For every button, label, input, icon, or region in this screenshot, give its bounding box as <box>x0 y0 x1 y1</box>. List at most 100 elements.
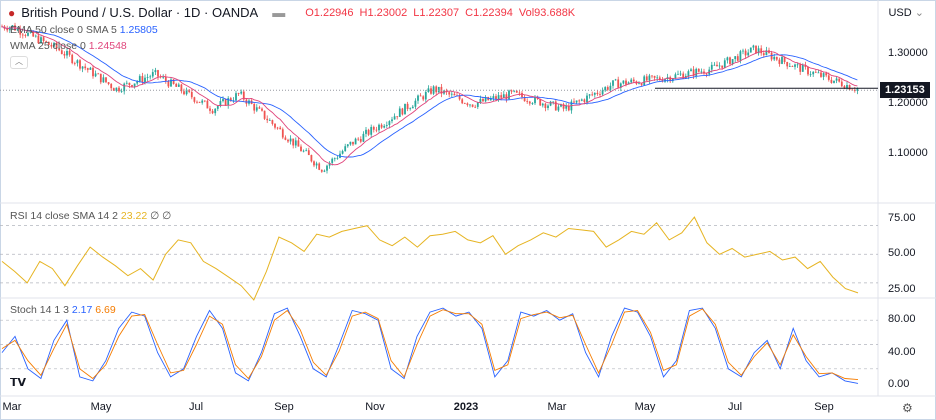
candle-body <box>380 124 383 128</box>
time-axis-label: Jul <box>188 401 204 413</box>
candle-body <box>123 83 126 92</box>
candle-body <box>773 56 776 60</box>
stoch-legend[interactable]: Stoch 14 1 3 2.17 6.69 <box>10 304 116 316</box>
candle-body <box>710 64 713 70</box>
candle-body <box>812 71 815 75</box>
candle-body <box>287 139 289 142</box>
candle-body <box>333 158 336 160</box>
candle-body <box>42 37 45 42</box>
candle-body <box>677 73 679 75</box>
candle-body <box>367 129 370 135</box>
candle-body <box>567 105 570 111</box>
candle-body <box>131 85 133 87</box>
candle-body <box>515 90 518 93</box>
candle-body <box>604 87 607 91</box>
wma-legend[interactable]: WMA 25 close 0 1.24548 <box>10 40 127 52</box>
candle-body <box>781 56 783 64</box>
candle-body <box>817 72 820 74</box>
candle-body <box>539 98 542 106</box>
candle-body <box>469 104 471 106</box>
candle-body <box>461 99 464 104</box>
candle-body <box>679 73 682 75</box>
candle-body <box>479 98 482 103</box>
candle-body <box>118 87 120 92</box>
candle-body <box>110 84 113 89</box>
candle-body <box>508 90 510 100</box>
candle-body <box>492 96 495 99</box>
candle-body <box>253 104 256 111</box>
chevron-down-icon: ⌄ <box>914 7 924 19</box>
candle-body <box>497 95 500 100</box>
ema-legend[interactable]: EMA 50 close 0 SMA 5 1.25805 <box>10 24 158 36</box>
candle-body <box>125 82 128 84</box>
candle-body <box>138 76 141 82</box>
candle-body <box>224 99 227 106</box>
candle-body <box>575 100 578 103</box>
candle-body <box>638 83 640 85</box>
candle-body <box>149 76 152 78</box>
price-axis-label: 1.30000 <box>888 47 928 59</box>
time-axis-label: Jul <box>727 401 743 413</box>
candle-body <box>796 64 799 66</box>
candle-body <box>89 67 92 70</box>
candle-body <box>513 90 516 92</box>
candle-body <box>453 93 456 96</box>
candle-body <box>687 71 690 76</box>
candle-body <box>653 75 656 78</box>
rsi-legend[interactable]: RSI 14 close SMA 14 2 23.22 ∅ ∅ <box>10 210 171 222</box>
candle-body <box>500 95 503 98</box>
stoch-k-line <box>1 307 859 384</box>
candle-body <box>305 150 308 152</box>
symbol-title[interactable]: British Pound / U.S. Dollar · 1D · OANDA <box>21 5 259 20</box>
candle-body <box>643 76 646 86</box>
candle-body <box>58 48 61 51</box>
candle-body <box>437 86 440 93</box>
rsi-value: 23.22 <box>120 210 148 222</box>
candle-body <box>294 140 297 146</box>
candle-body <box>541 103 544 106</box>
candle-body <box>206 100 209 109</box>
chevron-up-icon[interactable]: ︿ <box>10 56 28 69</box>
candle-body <box>573 101 575 103</box>
tradingview-logo[interactable]: 𝗧𝗩 <box>10 377 27 389</box>
time-axis-label: May <box>90 401 112 413</box>
ema-value: 1.25805 <box>119 24 158 36</box>
candle-body <box>560 104 562 107</box>
candle-body <box>840 81 843 87</box>
candle-body <box>34 35 37 37</box>
currency-selector[interactable]: USD ⌄ <box>888 6 924 19</box>
candle-body <box>240 91 243 94</box>
candle-body <box>419 95 422 97</box>
candle-body <box>292 138 295 146</box>
candle-body <box>71 54 74 64</box>
candle-body <box>474 106 477 108</box>
candle-body <box>534 96 536 104</box>
candle-body <box>157 70 159 77</box>
candle-body <box>609 85 612 90</box>
candle-body <box>583 99 586 103</box>
candle-body <box>326 165 328 171</box>
candle-body <box>549 101 552 106</box>
candle-body <box>50 44 53 47</box>
candle-body <box>599 94 601 95</box>
candle-body <box>718 65 721 67</box>
candle-body <box>656 77 659 79</box>
candle-body <box>775 56 778 60</box>
candle-body <box>612 80 614 86</box>
gear-icon[interactable]: ⚙ <box>902 401 913 415</box>
candle-body <box>726 57 729 61</box>
candle-body <box>315 163 318 166</box>
candle-body <box>749 47 752 53</box>
candle-body <box>73 63 76 64</box>
candle-body <box>645 76 648 81</box>
candle-body <box>531 103 534 104</box>
collapse-legend-icon[interactable]: ▬ <box>272 5 286 20</box>
candle-body <box>552 101 555 103</box>
rsi-axis-label: 50.00 <box>888 247 916 260</box>
candle-body <box>388 121 391 125</box>
candle-body <box>29 31 32 33</box>
candle-body <box>632 79 635 82</box>
candle-body <box>162 76 165 78</box>
close-value: C1.22394 <box>465 6 513 19</box>
